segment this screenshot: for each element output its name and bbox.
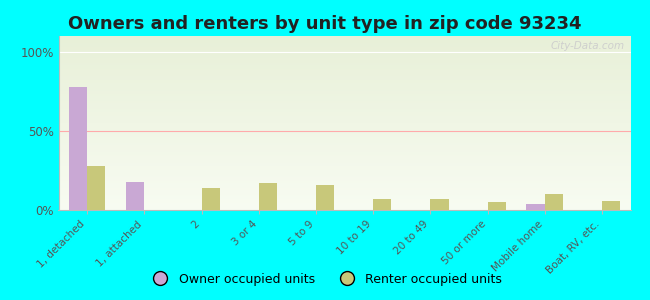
Bar [430,199,448,210]
Bar [526,204,545,210]
Bar [202,188,220,210]
Legend: Owner occupied units, Renter occupied units: Owner occupied units, Renter occupied un… [143,268,507,291]
Bar [602,200,620,210]
Bar [87,166,105,210]
Bar [316,185,334,210]
Text: Owners and renters by unit type in zip code 93234: Owners and renters by unit type in zip c… [68,15,582,33]
Bar [545,194,563,210]
Text: City-Data.com: City-Data.com [551,41,625,51]
Bar [488,202,506,210]
Bar [126,182,144,210]
Bar [69,87,87,210]
Bar [373,199,391,210]
Bar [259,183,277,210]
